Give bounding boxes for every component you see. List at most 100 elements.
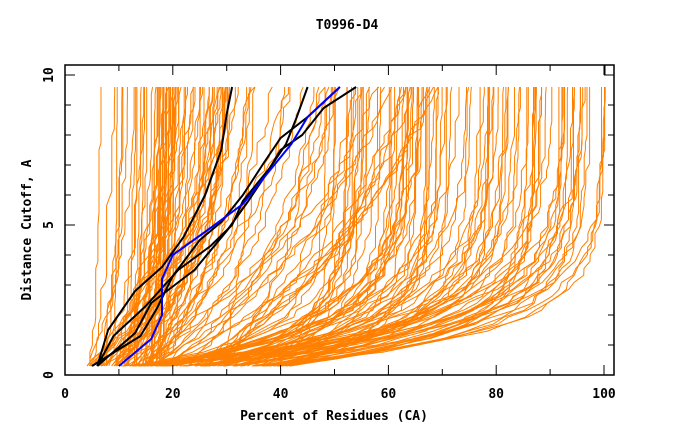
background-model-line	[143, 86, 340, 367]
background-model-line	[147, 86, 221, 367]
background-model-line	[164, 87, 326, 367]
background-model-line	[194, 86, 407, 367]
background-model-line	[224, 87, 563, 367]
background-model-line	[240, 87, 439, 367]
background-model-line	[106, 86, 218, 367]
y-tick-label: 5	[42, 221, 57, 229]
background-model-line	[111, 87, 171, 367]
background-model-line	[206, 86, 453, 367]
background-model-line	[247, 87, 359, 367]
background-model-line	[278, 87, 494, 367]
background-model-line	[165, 87, 408, 367]
background-model-line	[86, 87, 174, 367]
plot-frame	[64, 64, 615, 376]
background-model-line	[168, 87, 289, 367]
chart-title: T0996-D4	[316, 18, 379, 33]
background-model-line	[255, 87, 536, 367]
background-model-line	[175, 87, 420, 367]
background-model-line	[252, 86, 363, 367]
background-model-line	[92, 87, 196, 367]
background-model-line	[280, 86, 428, 367]
background-model-line	[89, 87, 102, 366]
background-model-line	[103, 87, 158, 367]
x-tick-label: 60	[381, 387, 397, 402]
background-model-line	[265, 87, 378, 367]
background-model-line	[150, 87, 401, 367]
background-model-line	[262, 87, 606, 367]
background-model-line	[127, 87, 180, 367]
background-model-line	[290, 87, 573, 367]
background-model-line	[163, 87, 250, 366]
background-model-line	[105, 87, 118, 366]
model-black-4-line	[96, 86, 357, 367]
x-tick-label: 100	[592, 387, 616, 402]
background-model-line	[139, 86, 547, 367]
background-model-line	[262, 87, 575, 367]
background-model-line	[172, 87, 315, 367]
background-model-line	[143, 87, 605, 367]
background-model-line	[160, 86, 304, 367]
plot-corner-box	[604, 64, 615, 76]
background-model-line	[146, 86, 521, 367]
x-axis-label: Percent of Residues (CA)	[240, 409, 428, 424]
background-model-line	[105, 87, 179, 367]
background-model-line	[137, 87, 423, 367]
background-model-line	[140, 87, 581, 367]
background-model-line	[159, 87, 447, 367]
x-tick-label: 40	[273, 387, 289, 402]
background-model-line	[99, 87, 128, 367]
y-tick-label: 0	[42, 371, 57, 379]
background-model-line	[285, 87, 418, 367]
background-model-line	[123, 87, 201, 366]
background-model-line	[269, 87, 430, 367]
background-model-line	[261, 87, 536, 367]
background-model-line	[218, 86, 256, 367]
background-model-line	[141, 87, 210, 367]
background-model-line	[244, 87, 352, 367]
background-model-line	[182, 87, 489, 367]
background-model-line	[150, 87, 529, 367]
x-tick-label: 20	[165, 387, 181, 402]
background-model-line	[166, 86, 393, 367]
background-model-line	[160, 87, 586, 367]
background-model-line	[201, 87, 509, 367]
background-model-line	[152, 87, 248, 367]
background-model-line	[225, 86, 333, 367]
background-model-line	[185, 87, 560, 367]
background-model-line	[222, 87, 537, 367]
background-model-line	[160, 87, 336, 367]
background-model-line	[233, 87, 413, 367]
background-model-line	[277, 87, 588, 367]
background-model-line	[156, 86, 504, 367]
background-model-line	[234, 87, 553, 367]
background-model-line	[89, 87, 116, 366]
background-model-line	[151, 86, 256, 367]
background-model-line	[129, 87, 467, 367]
model-black-3-line	[91, 86, 341, 367]
axis-ticks	[64, 65, 614, 375]
background-model-line	[124, 87, 214, 367]
y-axis-label: Distance Cutoff, A	[20, 159, 35, 300]
background-model-line	[184, 87, 591, 367]
background-model-line	[126, 87, 286, 367]
background-model-line	[217, 87, 396, 367]
background-model-line	[132, 86, 470, 367]
background-model-line	[179, 87, 584, 367]
background-model-line	[116, 86, 170, 367]
highlighted-model-lines	[91, 86, 357, 367]
background-model-line	[90, 87, 176, 367]
y-tick-label: 10	[42, 67, 57, 83]
background-model-line	[165, 87, 499, 367]
background-model-line	[208, 87, 414, 367]
background-model-line	[103, 86, 195, 366]
model-blue-line	[118, 86, 341, 367]
background-model-line	[212, 87, 408, 367]
background-model-line	[88, 87, 135, 367]
background-model-lines	[86, 86, 606, 367]
x-tick-label: 80	[488, 387, 504, 402]
model-black-1-line	[96, 86, 234, 367]
background-model-line	[116, 87, 205, 367]
background-model-line	[122, 87, 566, 367]
background-model-line	[201, 87, 356, 367]
